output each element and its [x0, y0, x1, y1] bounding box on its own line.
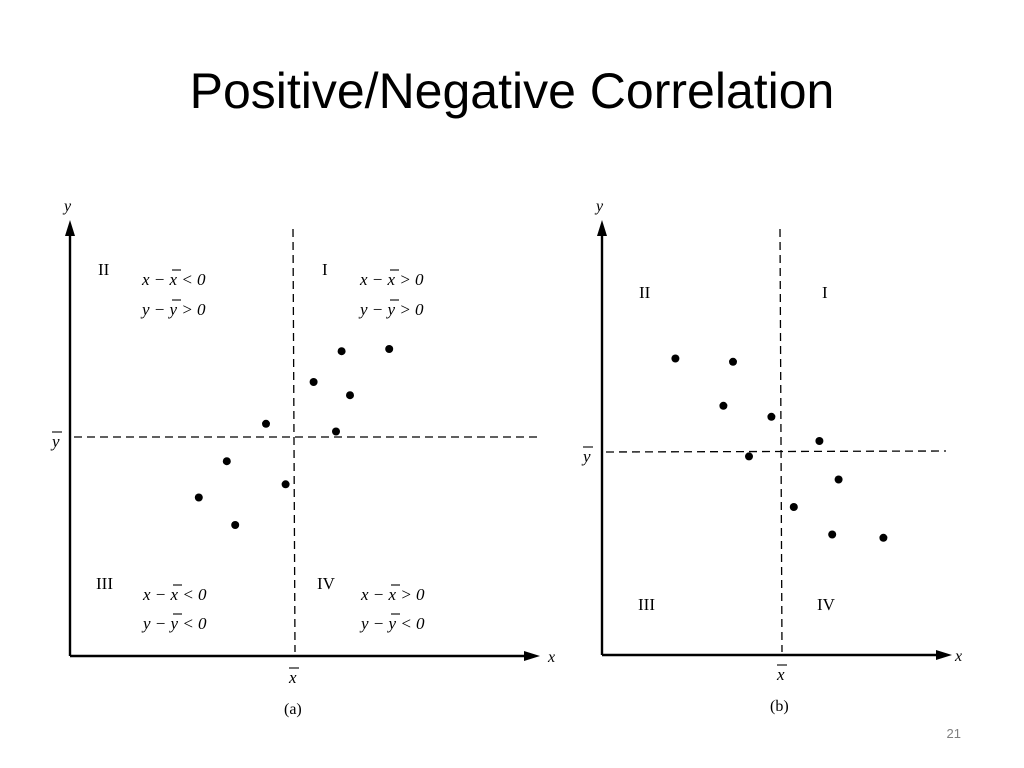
panel-a-mean-x-line — [292, 228, 296, 653]
panel-b-quadrant-ii-label: II — [639, 283, 651, 302]
panel-b-mean-x-label: x — [776, 665, 785, 684]
panel-b-quadrant-iii-label: III — [638, 595, 655, 614]
panel-b-mean-x-line — [779, 228, 783, 653]
data-point — [346, 391, 354, 400]
panel-a-x-axis-label: x — [547, 649, 555, 666]
panel-b-y-axis-label: y — [594, 198, 604, 215]
panel-a-quadrant-ii-label: II — [98, 260, 110, 279]
panel-a-quadrant-i-label: I — [322, 260, 328, 279]
data-point — [671, 354, 680, 363]
panel-a-caption: (a) — [284, 701, 302, 718]
data-point — [719, 401, 728, 410]
panel-a: y x y x II x − x < 0 y − y > 0 I x − x >… — [50, 198, 555, 718]
panel-b-mean-y-label: y — [581, 447, 591, 466]
panel-b-y-arrow — [597, 220, 607, 236]
panel-b-quadrant-iv-label: IV — [817, 595, 836, 614]
panel-a-quadrant-ii-cond-x: x − x < 0 — [141, 270, 206, 289]
panel-a-y-axis-label: y — [62, 198, 72, 215]
panel-a-quadrant-iv-cond-x: x − x > 0 — [360, 585, 425, 604]
data-point — [879, 533, 888, 542]
panel-b-mean-y-line — [605, 450, 947, 453]
panel-a-quadrant-i-cond-x: x − x > 0 — [359, 270, 424, 289]
data-point — [194, 493, 203, 502]
slide-title: Positive/Negative Correlation — [189, 63, 835, 119]
data-point — [729, 357, 737, 366]
panel-a-quadrant-iii-label: III — [96, 574, 113, 593]
data-point — [262, 419, 270, 428]
panel-b: y x y x II I III IV (b) — [581, 198, 962, 715]
panel-a-quadrant-ii-cond-y: y − y > 0 — [140, 300, 206, 319]
panel-b-data-points — [671, 354, 888, 542]
data-point — [789, 503, 798, 511]
panel-b-caption: (b) — [770, 698, 789, 715]
data-point — [222, 457, 231, 466]
data-point — [828, 530, 837, 539]
panel-a-x-arrow — [524, 651, 540, 661]
panel-b-x-axis-label: x — [954, 648, 962, 665]
panel-a-mean-x-label: x — [288, 668, 297, 687]
panel-a-quadrant-i-cond-y: y − y > 0 — [358, 300, 424, 319]
panel-b-x-arrow — [936, 650, 952, 660]
data-point — [332, 427, 340, 436]
panel-a-quadrant-iii-cond-x: x − x < 0 — [142, 585, 207, 604]
slide-number: 21 — [946, 726, 961, 741]
data-point — [231, 521, 240, 529]
panel-a-data-points — [194, 345, 394, 529]
data-point — [281, 480, 290, 489]
data-point — [745, 452, 753, 461]
panel-a-quadrant-iii-cond-y: y − y < 0 — [141, 614, 207, 633]
panel-a-quadrant-iv-label: IV — [317, 574, 336, 593]
data-point — [815, 437, 824, 445]
panel-b-quadrant-i-label: I — [822, 283, 828, 302]
data-point — [309, 378, 318, 386]
data-point — [337, 347, 346, 356]
panel-a-mean-y-label: y — [50, 432, 60, 451]
data-point — [834, 475, 843, 484]
panel-a-y-arrow — [65, 220, 75, 236]
panel-a-quadrant-iv-cond-y: y − y < 0 — [359, 614, 425, 633]
data-point — [767, 412, 776, 421]
data-point — [385, 345, 394, 353]
